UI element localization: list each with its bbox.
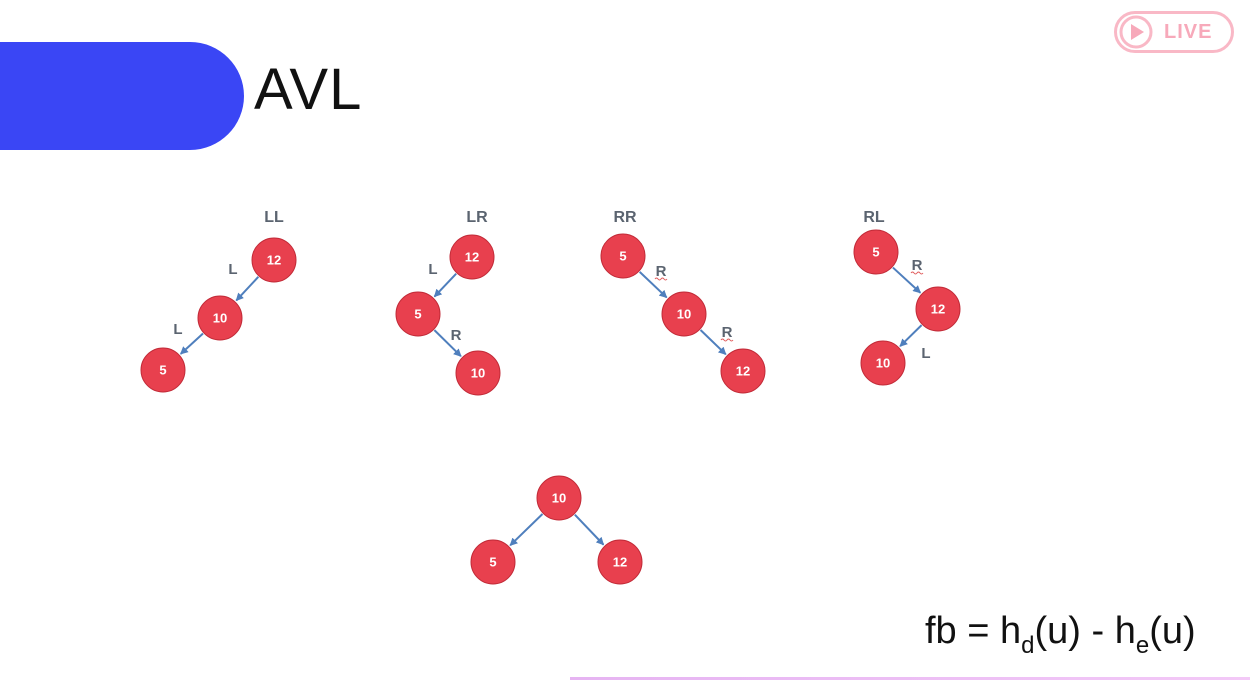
node-value: 12 [267,253,281,268]
edge-arrow-bal_root-bal_right [574,513,605,546]
node-circle [853,229,899,275]
node-circle [860,340,906,386]
node-circle [251,237,297,283]
spellcheck-underline [654,277,668,281]
node-circle [395,291,441,337]
tree-node-rl-mid: 12 [915,286,961,332]
node-value: 10 [677,307,691,322]
tree-node-lr-leaf: 10 [455,350,501,396]
case-label-rl: RL [863,209,885,226]
node-circle [140,347,186,393]
edge-label-rr_mid-rr_leaf: R [722,324,733,341]
tree-node-ll-leaf: 5 [140,347,186,393]
node-circle [720,348,766,394]
tree-node-bal-left: 5 [470,539,516,585]
node-value: 10 [876,356,890,371]
spellcheck-underline [910,271,924,275]
title-accent-bar [0,42,244,150]
node-circle [455,350,501,396]
edge-label-ll_mid-ll_leaf: L [173,321,182,338]
tree-node-lr-mid: 5 [395,291,441,337]
node-value: 12 [465,250,479,265]
tree-node-bal-root: 10 [536,475,582,521]
edge-label-lr_root-lr_mid: L [428,261,437,278]
node-value: 5 [414,307,421,322]
formula-sub-d: d [1021,632,1035,659]
live-label: LIVE [1164,20,1213,43]
tree-node-rr-mid: 10 [661,291,707,337]
node-circle [661,291,707,337]
edge-arrow-lr_root-lr_mid [433,273,457,298]
node-value: 12 [613,555,627,570]
node-circle [536,475,582,521]
node-circle [470,539,516,585]
edge-arrow-bal_root-bal_left [509,513,544,547]
node-circle [600,233,646,279]
tree-node-bal-right: 12 [597,539,643,585]
balance-factor-formula: fb = hd(u) - he(u) [925,610,1196,660]
node-circle [915,286,961,332]
tree-node-ll-root: 12 [251,237,297,283]
case-label-ll: LL [264,209,284,226]
edge-label-ll_root-ll_mid: L [228,261,237,278]
edge-arrow-rl_root-rl_mid [892,266,922,294]
node-value: 5 [872,245,879,260]
edge-arrow-rr_root-rr_mid [638,271,668,299]
edge-arrow-ll_mid-ll_leaf [179,332,204,355]
formula-sub-e: e [1135,632,1150,659]
edge-arrow-lr_mid-lr_leaf [433,329,462,357]
play-icon [1119,15,1153,49]
edge-arrow-ll_root-ll_mid [235,276,260,302]
case-label-lr: LR [466,209,488,226]
node-value: 10 [213,311,227,326]
case-label-rr: RR [613,209,637,226]
edge-arrow-rl_mid-rl_leaf [899,324,923,347]
node-circle [597,539,643,585]
node-value: 12 [931,302,945,317]
tree-node-ll-mid: 10 [197,295,243,341]
tree-node-rl-leaf: 10 [860,340,906,386]
node-value: 5 [159,363,166,378]
node-circle [449,234,495,280]
formula-lhs: fb = h [925,610,1022,652]
edge-label-rl_mid-rl_leaf: L [921,345,930,362]
tree-node-rr-leaf: 12 [720,348,766,394]
bottom-stripe [570,677,1250,680]
page-title: AVL [254,57,363,122]
node-circle [197,295,243,341]
tree-node-rr-root: 5 [600,233,646,279]
node-value: 5 [619,249,626,264]
edge-label-rl_root-rl_mid: R [912,257,923,274]
spellcheck-underline [720,338,734,342]
tree-node-lr-root: 12 [449,234,495,280]
node-value: 10 [552,491,566,506]
tree-node-rl-root: 5 [853,229,899,275]
live-badge[interactable]: LIVE [1114,11,1234,53]
node-value: 12 [736,364,750,379]
formula-mid: (u) - h [1034,610,1136,652]
edge-arrow-rr_mid-rr_leaf [699,329,727,356]
edge-label-lr_mid-lr_leaf: R [451,327,462,344]
node-value: 5 [489,555,496,570]
formula-end: (u) [1149,610,1196,652]
edge-label-rr_root-rr_mid: R [656,263,667,280]
node-value: 10 [471,366,485,381]
